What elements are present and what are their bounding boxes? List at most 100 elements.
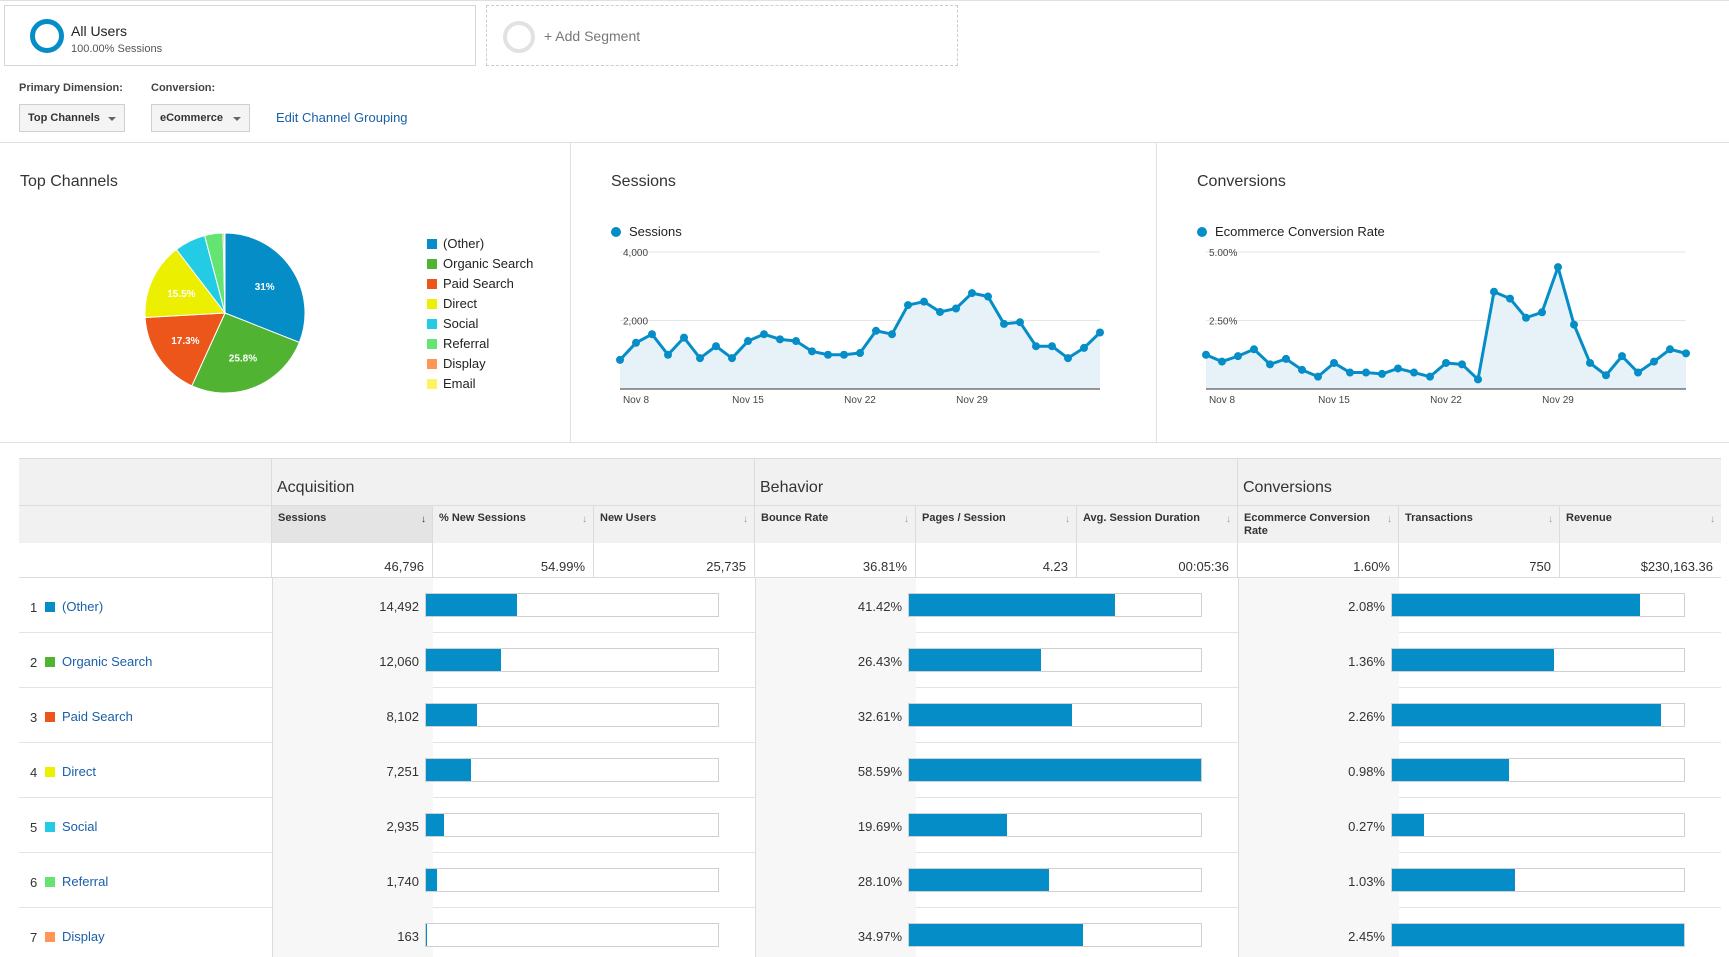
- sort-arrow-icon[interactable]: ↓: [1548, 514, 1553, 525]
- legend-item[interactable]: Paid Search: [427, 276, 514, 291]
- data-point[interactable]: [888, 330, 896, 339]
- data-point[interactable]: [1314, 372, 1322, 381]
- data-point[interactable]: [664, 350, 672, 359]
- column-header-revenue[interactable]: Revenue ↓: [1560, 505, 1721, 543]
- data-point[interactable]: [1474, 375, 1482, 384]
- data-point[interactable]: [1682, 349, 1690, 358]
- data-point[interactable]: [1346, 368, 1354, 377]
- column-header-avg-session-duration[interactable]: Avg. Session Duration ↓: [1077, 505, 1238, 543]
- data-point[interactable]: [1410, 368, 1418, 377]
- column-header-transactions[interactable]: Transactions ↓: [1399, 505, 1560, 543]
- sort-arrow-icon[interactable]: ↓: [421, 514, 426, 525]
- data-point[interactable]: [680, 333, 688, 342]
- data-point[interactable]: [1000, 319, 1008, 328]
- data-point[interactable]: [1048, 342, 1056, 351]
- data-point[interactable]: [728, 354, 736, 363]
- data-point[interactable]: [1554, 263, 1562, 272]
- pie-slice-email[interactable]: [223, 232, 226, 314]
- pie-slice-direct[interactable]: [144, 248, 226, 319]
- data-point[interactable]: [1282, 354, 1290, 363]
- pie-slice-paid-search[interactable]: [144, 312, 226, 387]
- data-point[interactable]: [904, 301, 912, 310]
- channel-link[interactable]: (Other): [62, 599, 104, 614]
- data-point[interactable]: [1650, 357, 1658, 366]
- segment-all-users[interactable]: All Users 100.00% Sessions: [4, 5, 476, 66]
- data-point[interactable]: [1666, 345, 1674, 354]
- data-point[interactable]: [1080, 343, 1088, 352]
- data-point[interactable]: [1298, 365, 1306, 374]
- data-point[interactable]: [824, 350, 832, 359]
- data-point[interactable]: [1378, 369, 1386, 378]
- channel-link[interactable]: Social: [62, 819, 98, 834]
- legend-item[interactable]: Email: [427, 376, 476, 391]
- sort-arrow-icon[interactable]: ↓: [743, 514, 748, 525]
- data-point[interactable]: [1394, 364, 1402, 373]
- channel-link[interactable]: Direct: [62, 764, 96, 779]
- data-point[interactable]: [648, 330, 656, 339]
- data-point[interactable]: [712, 342, 720, 351]
- data-point[interactable]: [872, 326, 880, 335]
- legend-item[interactable]: Referral: [427, 336, 489, 351]
- column-header-bounce-rate[interactable]: Bounce Rate ↓: [755, 505, 916, 543]
- pie-slice-organic-search[interactable]: [191, 312, 301, 394]
- data-point[interactable]: [1522, 313, 1530, 322]
- data-point[interactable]: [856, 349, 864, 358]
- data-point[interactable]: [1234, 352, 1242, 361]
- data-point[interactable]: [1490, 287, 1498, 296]
- data-point[interactable]: [776, 335, 784, 344]
- channel-link[interactable]: Referral: [62, 874, 109, 889]
- data-point[interactable]: [808, 347, 816, 356]
- data-point[interactable]: [1458, 360, 1466, 369]
- data-point[interactable]: [1330, 358, 1338, 367]
- legend-item[interactable]: Organic Search: [427, 256, 533, 271]
- data-point[interactable]: [840, 350, 848, 359]
- data-point[interactable]: [1634, 368, 1642, 377]
- data-point[interactable]: [936, 307, 944, 316]
- data-point[interactable]: [1506, 294, 1514, 303]
- data-point[interactable]: [968, 289, 976, 298]
- data-point[interactable]: [1064, 354, 1072, 363]
- data-point[interactable]: [760, 330, 768, 339]
- data-point[interactable]: [1016, 318, 1024, 327]
- primary-dimension-dropdown[interactable]: Top Channels: [19, 104, 125, 132]
- sort-arrow-icon[interactable]: ↓: [904, 514, 909, 525]
- data-point[interactable]: [744, 337, 752, 346]
- sort-arrow-icon[interactable]: ↓: [1065, 514, 1070, 525]
- sort-arrow-icon[interactable]: ↓: [1387, 514, 1392, 525]
- data-point[interactable]: [792, 337, 800, 346]
- legend-item[interactable]: Social: [427, 316, 478, 331]
- data-point[interactable]: [616, 355, 624, 364]
- data-point[interactable]: [1602, 371, 1610, 380]
- data-point[interactable]: [1096, 328, 1104, 337]
- column-header-pages-session[interactable]: Pages / Session ↓: [916, 505, 1077, 543]
- pie-slice-other[interactable]: [224, 232, 306, 344]
- data-point[interactable]: [632, 338, 640, 347]
- edit-channel-grouping-link[interactable]: Edit Channel Grouping: [276, 110, 408, 125]
- data-point[interactable]: [1250, 345, 1258, 354]
- data-point[interactable]: [984, 292, 992, 301]
- channel-link[interactable]: Paid Search: [62, 709, 133, 724]
- data-point[interactable]: [1202, 350, 1210, 359]
- data-point[interactable]: [1032, 342, 1040, 351]
- legend-item[interactable]: Direct: [427, 296, 477, 311]
- sort-arrow-icon[interactable]: ↓: [1710, 514, 1715, 525]
- channel-link[interactable]: Display: [62, 929, 105, 944]
- data-point[interactable]: [696, 354, 704, 363]
- data-point[interactable]: [1618, 352, 1626, 361]
- data-point[interactable]: [1538, 308, 1546, 317]
- column-header-ecommerce-conversion-rate[interactable]: Ecommerce Conversion Rate ↓: [1238, 505, 1399, 543]
- channel-link[interactable]: Organic Search: [62, 654, 153, 669]
- data-point[interactable]: [1266, 360, 1274, 369]
- column-header-sessions[interactable]: Sessions ↓: [272, 505, 433, 543]
- data-point[interactable]: [1218, 357, 1226, 366]
- sort-arrow-icon[interactable]: ↓: [1226, 514, 1231, 525]
- legend-item[interactable]: Display: [427, 356, 486, 371]
- conversion-dropdown[interactable]: eCommerce: [151, 104, 250, 132]
- add-segment-button[interactable]: + Add Segment: [486, 5, 958, 66]
- data-point[interactable]: [1426, 372, 1434, 381]
- legend-item[interactable]: (Other): [427, 236, 484, 251]
- column-header-new-sessions[interactable]: % New Sessions ↓: [433, 505, 594, 543]
- column-header-new-users[interactable]: New Users ↓: [594, 505, 755, 543]
- data-point[interactable]: [1570, 320, 1578, 329]
- data-point[interactable]: [952, 304, 960, 313]
